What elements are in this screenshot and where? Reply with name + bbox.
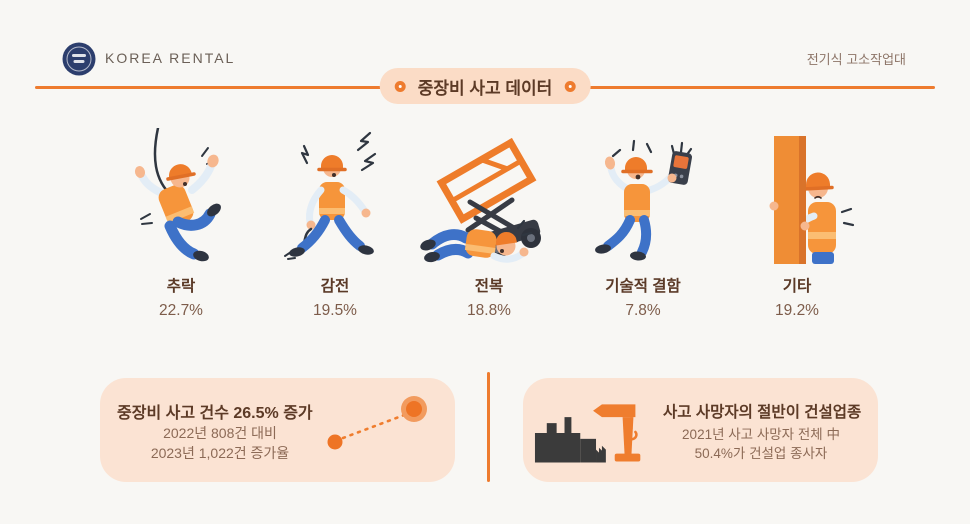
device-malfunction-worker-icon [595, 139, 693, 261]
cards-divider-line [487, 372, 490, 482]
stat-line: 2023년 1,022건 증가율 [150, 444, 290, 461]
worker-behind-beam-icon [769, 136, 855, 264]
category-label: 감전 [320, 278, 350, 295]
rising-trend-dots-icon [327, 396, 427, 450]
stat-card-accident-increase: 중장비 사고 건수 26.5% 증가 2022년 808건 대비 2023년 1… [100, 378, 455, 482]
brand-text: KOREA RENTAL [105, 50, 236, 66]
category-electric-shock: 감전 19.5% [258, 128, 412, 320]
stat-line: 2021년 사고 사망자 전체 中 [682, 427, 840, 442]
category-percent: 19.2% [775, 302, 819, 319]
stat-card-body: 2021년 사고 사망자 전체 中 50.4%가 건설업 종사자 [655, 425, 867, 463]
category-percent: 7.8% [625, 302, 661, 319]
category-overturn: 전복 18.8% [412, 128, 566, 320]
page-title-badge: 중장비 사고 데이터 [379, 68, 591, 104]
stat-card-body: 2022년 808건 대비 2023년 1,022건 증가율 [106, 424, 334, 464]
accident-categories: 추락 22.7% [104, 128, 874, 320]
category-percent: 19.5% [313, 302, 357, 319]
badge-donut-icon [394, 80, 406, 92]
category-label: 추락 [166, 278, 196, 295]
category-label: 기술적 결함 [605, 278, 681, 295]
page-title: 중장비 사고 데이터 [417, 78, 553, 98]
stat-card-title: 사고 사망자의 절반이 건설업종 [663, 404, 862, 421]
electric-shock-worker-icon [284, 131, 377, 260]
korea-rental-logo-icon [62, 42, 96, 76]
stat-line: 2022년 808건 대비 [163, 425, 277, 441]
category-technical-defect: 기술적 결함 7.8% [566, 128, 720, 320]
buildings-crane-icon [534, 404, 641, 463]
category-other: 기타 19.2% [720, 128, 874, 320]
category-label: 전복 [474, 278, 504, 295]
stat-line: 50.4%가 건설업 종사자 [694, 446, 828, 462]
category-percent: 18.8% [467, 302, 511, 319]
badge-donut-icon [564, 80, 576, 92]
header-tagline: 전기식 고소작업대 [806, 52, 906, 67]
stat-card-title: 중장비 사고 건수 26.5% 증가 [117, 405, 313, 422]
category-fall: 추락 22.7% [104, 128, 258, 320]
overturned-scissor-lift-icon [420, 137, 541, 263]
category-label: 기타 [782, 278, 812, 295]
stat-card-construction-deaths: 사고 사망자의 절반이 건설업종 2021년 사고 사망자 전체 中 50.4%… [523, 378, 878, 482]
category-percent: 22.7% [159, 302, 203, 319]
falling-worker-icon [134, 128, 221, 262]
